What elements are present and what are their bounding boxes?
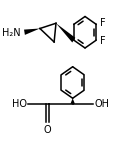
Text: O: O bbox=[44, 125, 51, 135]
Text: HO: HO bbox=[12, 99, 27, 109]
Text: OH: OH bbox=[94, 99, 109, 109]
Polygon shape bbox=[56, 23, 75, 42]
Text: F: F bbox=[100, 36, 106, 46]
Text: F: F bbox=[100, 18, 106, 28]
Polygon shape bbox=[24, 28, 40, 35]
Text: H₂N: H₂N bbox=[2, 28, 21, 38]
Polygon shape bbox=[70, 98, 75, 104]
